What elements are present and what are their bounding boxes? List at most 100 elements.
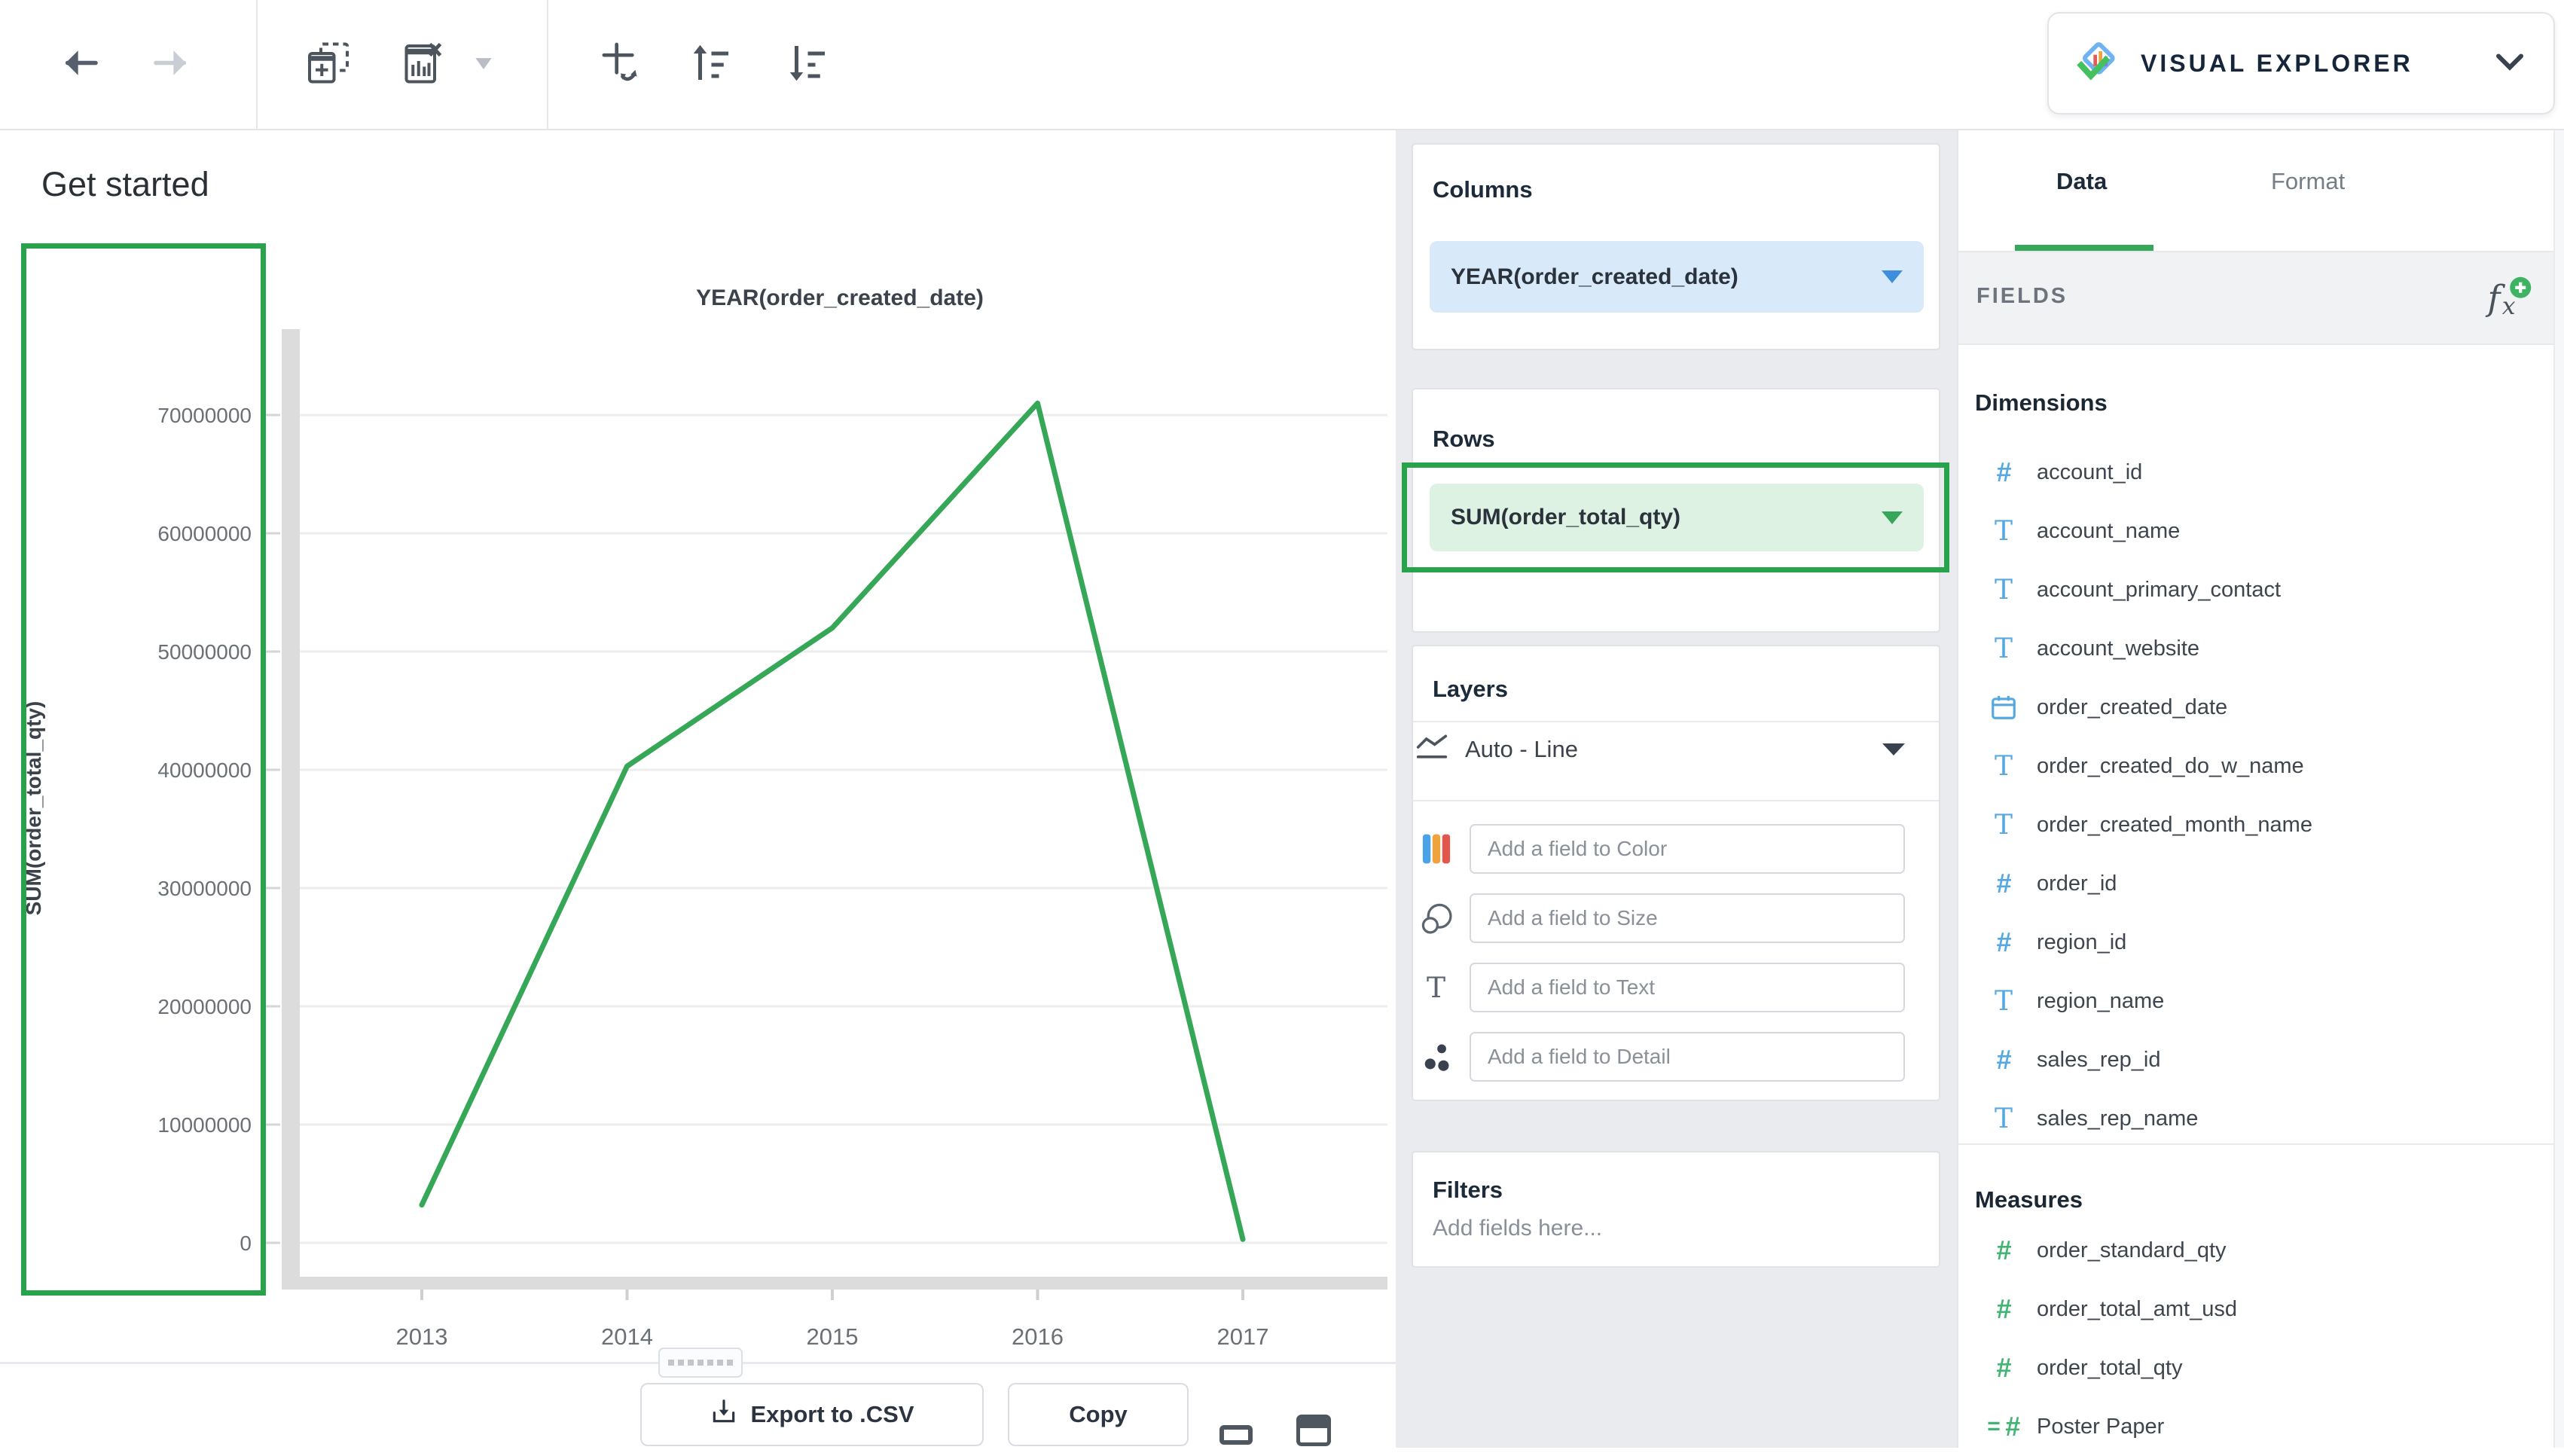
line-chart-icon: [1415, 733, 1448, 765]
export-csv-button[interactable]: Export to .CSV: [640, 1383, 984, 1446]
field-item-order-created-month-name[interactable]: T order_created_month_name: [1958, 795, 2553, 854]
text-field-icon: T: [1994, 985, 2013, 1017]
field-label: account_primary_contact: [2037, 577, 2281, 602]
chevron-down-icon: [1882, 743, 1905, 755]
fields-divider: [1958, 1143, 2564, 1145]
layer-target-text: T: [1415, 959, 1905, 1016]
tab-data[interactable]: Data: [2056, 168, 2108, 194]
svg-text:2013: 2013: [396, 1323, 448, 1350]
svg-text:0: 0: [240, 1232, 252, 1255]
rows-pill-highlight-annotation: [1402, 462, 1949, 572]
text-field-icon: T: [1994, 515, 2013, 547]
forward-icon[interactable]: [151, 41, 193, 87]
field-item-order-id[interactable]: # order_id: [1958, 854, 2553, 913]
columns-heading: Columns: [1433, 176, 1533, 203]
layers-heading: Layers: [1433, 676, 1508, 702]
svg-text:20000000: 20000000: [157, 995, 252, 1018]
measures-list: # order_standard_qty # order_total_amt_us…: [1958, 1221, 2553, 1456]
layer-target-color: [1415, 820, 1905, 878]
svg-text:40000000: 40000000: [157, 759, 252, 782]
panel-resize-handle[interactable]: [658, 1348, 743, 1378]
expand-panel-icon[interactable]: [1296, 1415, 1331, 1446]
filters-shelf[interactable]: Filters Add fields here...: [1412, 1151, 1940, 1268]
text-field-input[interactable]: [1470, 963, 1905, 1012]
line-chart: YEAR(order_created_date)SUM(order_total_…: [22, 285, 1387, 1350]
svg-text:x: x: [2502, 293, 2516, 320]
sort-descending-icon[interactable]: [783, 40, 829, 89]
field-item-account-primary-contact[interactable]: T account_primary_contact: [1958, 560, 2553, 619]
text-icon: T: [1415, 972, 1458, 1003]
collapse-panel-icon[interactable]: [1219, 1425, 1253, 1445]
text-field-icon: T: [1994, 809, 2013, 841]
layer-target-detail: [1415, 1028, 1905, 1085]
tab-format[interactable]: Format: [2271, 168, 2346, 194]
export-csv-label: Export to .CSV: [750, 1401, 914, 1427]
visual-explorer-switcher[interactable]: VISUAL EXPLORER: [2047, 12, 2555, 114]
number-field-icon: #: [1995, 456, 2012, 487]
toolbar-divider: [547, 0, 548, 129]
number-field-icon: #: [2004, 1411, 2020, 1442]
rows-pill-label: SUM(order_total_qty): [1451, 505, 1681, 530]
copy-button[interactable]: Copy: [1008, 1383, 1189, 1446]
visual-menu-caret-icon[interactable]: [471, 50, 496, 79]
field-item-order-standard-qty[interactable]: # order_standard_qty: [1958, 1221, 2553, 1280]
field-label: account_id: [2037, 459, 2143, 484]
filters-heading: Filters: [1433, 1177, 1503, 1203]
filters-placeholder: Add fields here...: [1433, 1216, 1603, 1241]
columns-pill-label: YEAR(order_created_date): [1451, 264, 1738, 289]
field-item-region-id[interactable]: # region_id: [1958, 913, 2553, 972]
visual-explorer-logo-icon: [2076, 41, 2118, 87]
field-label: sales_rep_id: [2037, 1047, 2161, 1072]
page-title: Get started: [41, 165, 209, 203]
field-item-account-name[interactable]: T account_name: [1958, 502, 2553, 560]
back-icon[interactable]: [59, 41, 101, 87]
field-label: order_total_qty: [2037, 1355, 2183, 1380]
add-calculated-field-button[interactable]: f x: [2480, 270, 2532, 323]
field-item-sales-rep-name[interactable]: T sales_rep_name: [1958, 1089, 2553, 1148]
add-visual-icon[interactable]: [306, 40, 351, 89]
number-field-icon: #: [1995, 1235, 2012, 1265]
swap-axes-icon[interactable]: [601, 39, 648, 90]
field-label: account_name: [2037, 518, 2181, 543]
field-label: account_website: [2037, 636, 2200, 661]
field-item-order-created-date[interactable]: order_created_date: [1958, 678, 2553, 737]
field-label: region_name: [2037, 988, 2165, 1013]
dimensions-list: # account_id T account_name T account_prim…: [1958, 443, 2553, 1148]
rows-field-pill[interactable]: SUM(order_total_qty): [1430, 484, 1924, 551]
field-item-account-id[interactable]: # account_id: [1958, 443, 2553, 502]
field-item-sales-rep-id[interactable]: # sales_rep_id: [1958, 1030, 2553, 1089]
calendar-icon: [1992, 695, 2016, 719]
dimensions-heading: Dimensions: [1975, 389, 2108, 416]
field-label: order_created_month_name: [2037, 812, 2312, 837]
visualization-canvas: Get started YEAR(order_created_date) SUM(…: [0, 130, 1396, 1448]
fields-section-header: FIELDS f x: [1958, 251, 2564, 345]
sort-ascending-icon[interactable]: [687, 40, 732, 89]
field-item-order-total-qty[interactable]: # order_total_qty: [1958, 1338, 2553, 1397]
mark-type-select[interactable]: Auto - Line: [1415, 733, 1905, 765]
fields-panel: Data Format FIELDS f x Dimensions # acco…: [1957, 130, 2564, 1448]
size-field-input[interactable]: [1470, 893, 1905, 943]
field-label: Poster Paper: [2037, 1414, 2165, 1439]
clear-visual-icon[interactable]: [401, 40, 446, 89]
field-item-order-created-do-w-name[interactable]: T order_created_do_w_name: [1958, 737, 2553, 795]
detail-icon: [1415, 1042, 1458, 1072]
color-field-input[interactable]: [1470, 824, 1905, 874]
field-item-account-website[interactable]: T account_website: [1958, 619, 2553, 678]
measures-heading: Measures: [1975, 1186, 2083, 1213]
field-item-poster-paper[interactable]: = # Poster Paper: [1958, 1397, 2553, 1456]
number-field-icon: #: [1995, 1352, 2012, 1383]
rows-heading: Rows: [1433, 426, 1495, 452]
vertical-scrollbar[interactable]: [2553, 130, 2564, 1448]
svg-text:2015: 2015: [807, 1323, 859, 1350]
svg-text:2014: 2014: [601, 1323, 653, 1350]
number-field-icon: #: [1995, 868, 2012, 899]
field-label: region_id: [2037, 929, 2127, 954]
field-item-region-name[interactable]: T region_name: [1958, 972, 2553, 1030]
columns-field-pill[interactable]: YEAR(order_created_date): [1430, 241, 1924, 313]
field-item-order-total-amt-usd[interactable]: # order_total_amt_usd: [1958, 1280, 2553, 1338]
field-label: sales_rep_name: [2037, 1106, 2199, 1131]
toolbar-divider: [256, 0, 258, 129]
detail-field-input[interactable]: [1470, 1032, 1905, 1082]
copy-label: Copy: [1069, 1401, 1128, 1427]
svg-text:YEAR(order_created_date): YEAR(order_created_date): [696, 285, 984, 310]
